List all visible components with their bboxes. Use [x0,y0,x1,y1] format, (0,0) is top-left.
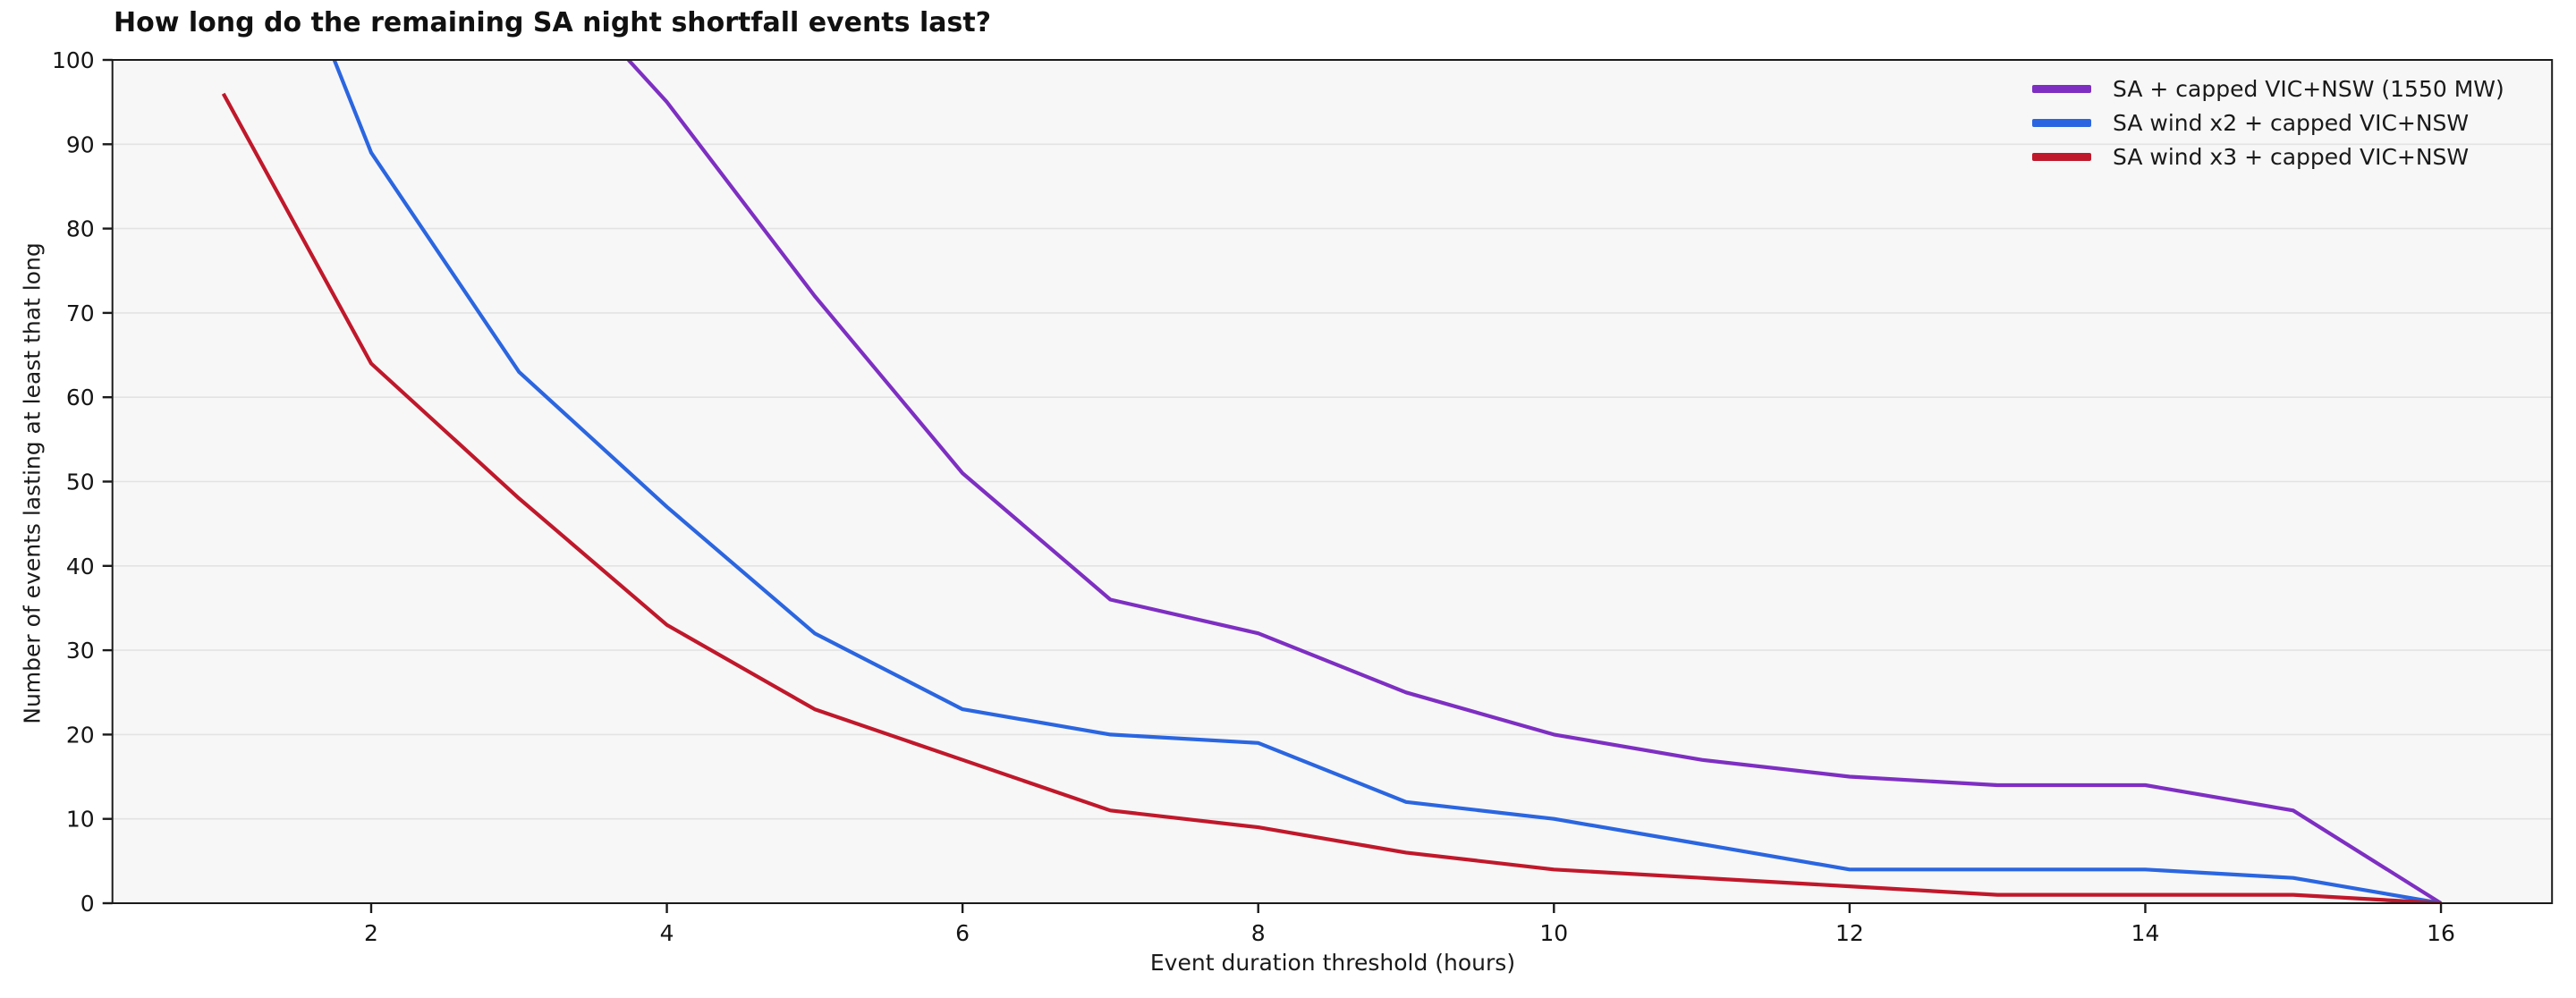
legend-swatch-icon [2032,118,2091,127]
y-tick-label-30: 30 [66,638,95,664]
series-line-1 [332,60,2442,903]
x-tick-label-8: 8 [1251,920,1266,946]
x-tick-label-4: 4 [660,920,674,946]
legend-item-2: SA wind x3 + capped VIC+NSW [2032,140,2504,173]
x-tick-label-6: 6 [955,920,970,946]
legend-label: SA wind x2 + capped VIC+NSW [2113,109,2470,136]
series-line-0 [627,60,2443,903]
x-tick-label-12: 12 [1835,920,1864,946]
y-tick-label-70: 70 [66,300,95,326]
x-axis-label: Event duration threshold (hours) [1149,950,1516,976]
legend-swatch-icon [2032,152,2091,161]
y-tick-label-90: 90 [66,131,95,157]
y-tick-label-40: 40 [66,554,95,579]
x-tick-label-14: 14 [2131,920,2160,946]
y-tick-label-100: 100 [52,47,95,73]
y-tick-label-10: 10 [66,807,95,833]
y-tick-label-20: 20 [66,722,95,748]
x-tick-label-10: 10 [1539,920,1568,946]
y-tick-label-50: 50 [66,469,95,495]
y-tick-label-80: 80 [66,216,95,242]
legend-item-0: SA + capped VIC+NSW (1550 MW) [2032,72,2504,106]
y-axis-label: Number of events lasting at least that l… [19,242,46,724]
x-tick-label-2: 2 [364,920,378,946]
legend-label: SA wind x3 + capped VIC+NSW [2113,143,2470,170]
legend-item-1: SA wind x2 + capped VIC+NSW [2032,106,2504,140]
x-tick-label-16: 16 [2427,920,2455,946]
y-tick-label-60: 60 [66,385,95,410]
series-line-2 [221,92,2442,903]
y-tick-label-0: 0 [80,891,95,917]
chart-title: How long do the remaining SA night short… [114,7,992,38]
legend-label: SA + capped VIC+NSW (1550 MW) [2113,75,2504,102]
legend-swatch-icon [2032,84,2091,93]
legend: SA + capped VIC+NSW (1550 MW) SA wind x2 … [2032,72,2504,173]
